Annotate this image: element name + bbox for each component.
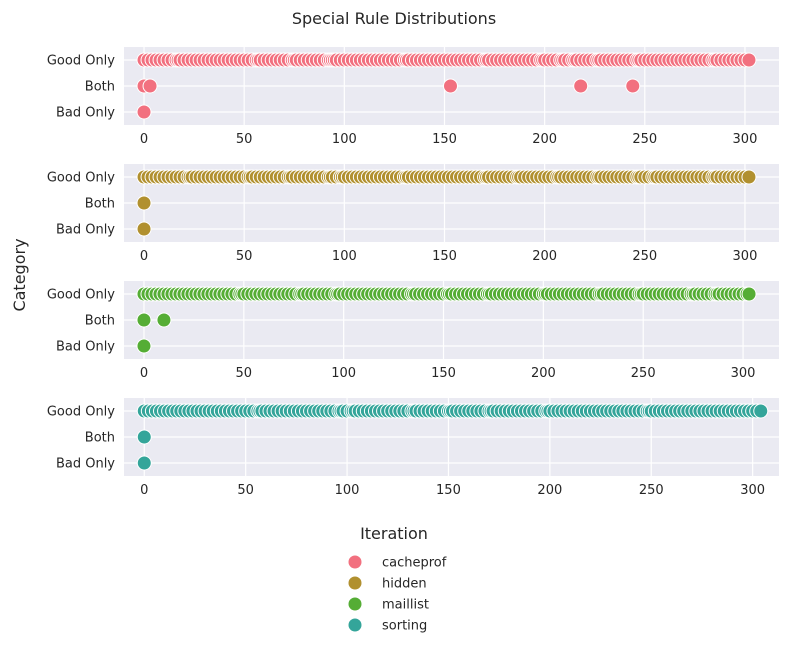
data-point (136, 195, 152, 211)
x-axis-label: Iteration (360, 524, 428, 543)
x-tick-label: 50 (236, 366, 253, 381)
data-point (625, 78, 641, 94)
y-tick-label: Good Only (47, 405, 115, 420)
chart-title: Special Rule Distributions (292, 9, 496, 28)
y-tick-label: Good Only (47, 171, 115, 186)
x-tick-label: 0 (140, 483, 148, 498)
x-tick-label: 200 (532, 132, 557, 147)
y-tick-label: Both (85, 80, 115, 95)
legend-item-maillist: maillist (347, 596, 429, 613)
panel-hidden: Good Only Both Bad Only 0 50 100 150 200 250 300 (47, 164, 779, 264)
points-maillist (136, 286, 757, 354)
legend-marker (347, 575, 363, 591)
x-tick-label: 200 (532, 249, 557, 264)
legend-marker (347, 596, 363, 612)
x-tick-label: 150 (436, 483, 461, 498)
data-point (136, 104, 152, 120)
y-axis-label: Category (10, 238, 29, 311)
legend-marker (347, 617, 363, 633)
data-point (442, 78, 458, 94)
data-point (753, 403, 769, 419)
legend-label: cacheprof (382, 556, 447, 571)
legend-item-sorting: sorting (347, 617, 427, 634)
x-tick-label: 50 (236, 249, 253, 264)
y-tick-label: Bad Only (56, 457, 115, 472)
y-tick-label: Bad Only (56, 223, 115, 238)
data-point (136, 338, 152, 354)
y-tick-label: Good Only (47, 288, 115, 303)
points-sorting (136, 403, 769, 471)
legend: cacheprof hidden maillist sorting (347, 554, 447, 634)
y-tick-label: Bad Only (56, 106, 115, 121)
points-hidden (136, 169, 757, 237)
x-tick-label: 0 (140, 366, 148, 381)
x-tick-label: 250 (632, 132, 657, 147)
y-tick-label: Bad Only (56, 340, 115, 355)
x-tick-label: 0 (140, 132, 148, 147)
x-tick-label: 50 (237, 483, 254, 498)
x-tick-label: 100 (332, 249, 357, 264)
data-point (136, 455, 152, 471)
x-tick-label: 100 (332, 132, 357, 147)
legend-label: maillist (382, 598, 429, 613)
legend-item-cacheprof: cacheprof (347, 554, 447, 571)
legend-item-hidden: hidden (347, 575, 427, 592)
x-tick-label: 100 (335, 483, 360, 498)
x-tick-label: 200 (531, 366, 556, 381)
data-point (156, 312, 172, 328)
y-tick-label: Both (85, 431, 115, 446)
x-tick-label: 250 (632, 249, 657, 264)
x-tick-label: 200 (537, 483, 562, 498)
x-tick-label: 300 (733, 132, 758, 147)
data-point (573, 78, 589, 94)
x-tick-label: 0 (140, 249, 148, 264)
y-tick-label: Both (85, 314, 115, 329)
x-tick-label: 250 (631, 366, 656, 381)
panel-cacheprof: Good Only Both Bad Only 0 50 100 150 200 250 300 (47, 47, 779, 147)
legend-label: hidden (382, 577, 427, 592)
data-point (136, 221, 152, 237)
data-point (136, 312, 152, 328)
panel-maillist: Good Only Both Bad Only 0 50 100 150 200 250 300 (47, 281, 779, 381)
legend-marker (347, 554, 363, 570)
data-point (741, 52, 757, 68)
x-tick-label: 300 (733, 249, 758, 264)
points-cacheprof (136, 52, 757, 120)
data-point (741, 286, 757, 302)
x-tick-label: 50 (236, 132, 253, 147)
y-tick-label: Good Only (47, 54, 115, 69)
x-tick-label: 100 (331, 366, 356, 381)
x-tick-label: 150 (432, 249, 457, 264)
x-tick-label: 300 (740, 483, 765, 498)
panel-sorting: Good Only Both Bad Only 0 50 100 150 200 250 300 (47, 398, 779, 498)
x-tick-label: 150 (432, 132, 457, 147)
data-point (136, 429, 152, 445)
data-point (142, 78, 158, 94)
data-point (741, 169, 757, 185)
x-tick-label: 250 (639, 483, 664, 498)
x-tick-label: 300 (731, 366, 756, 381)
y-tick-label: Both (85, 197, 115, 212)
legend-label: sorting (382, 619, 427, 634)
x-tick-label: 150 (431, 366, 456, 381)
